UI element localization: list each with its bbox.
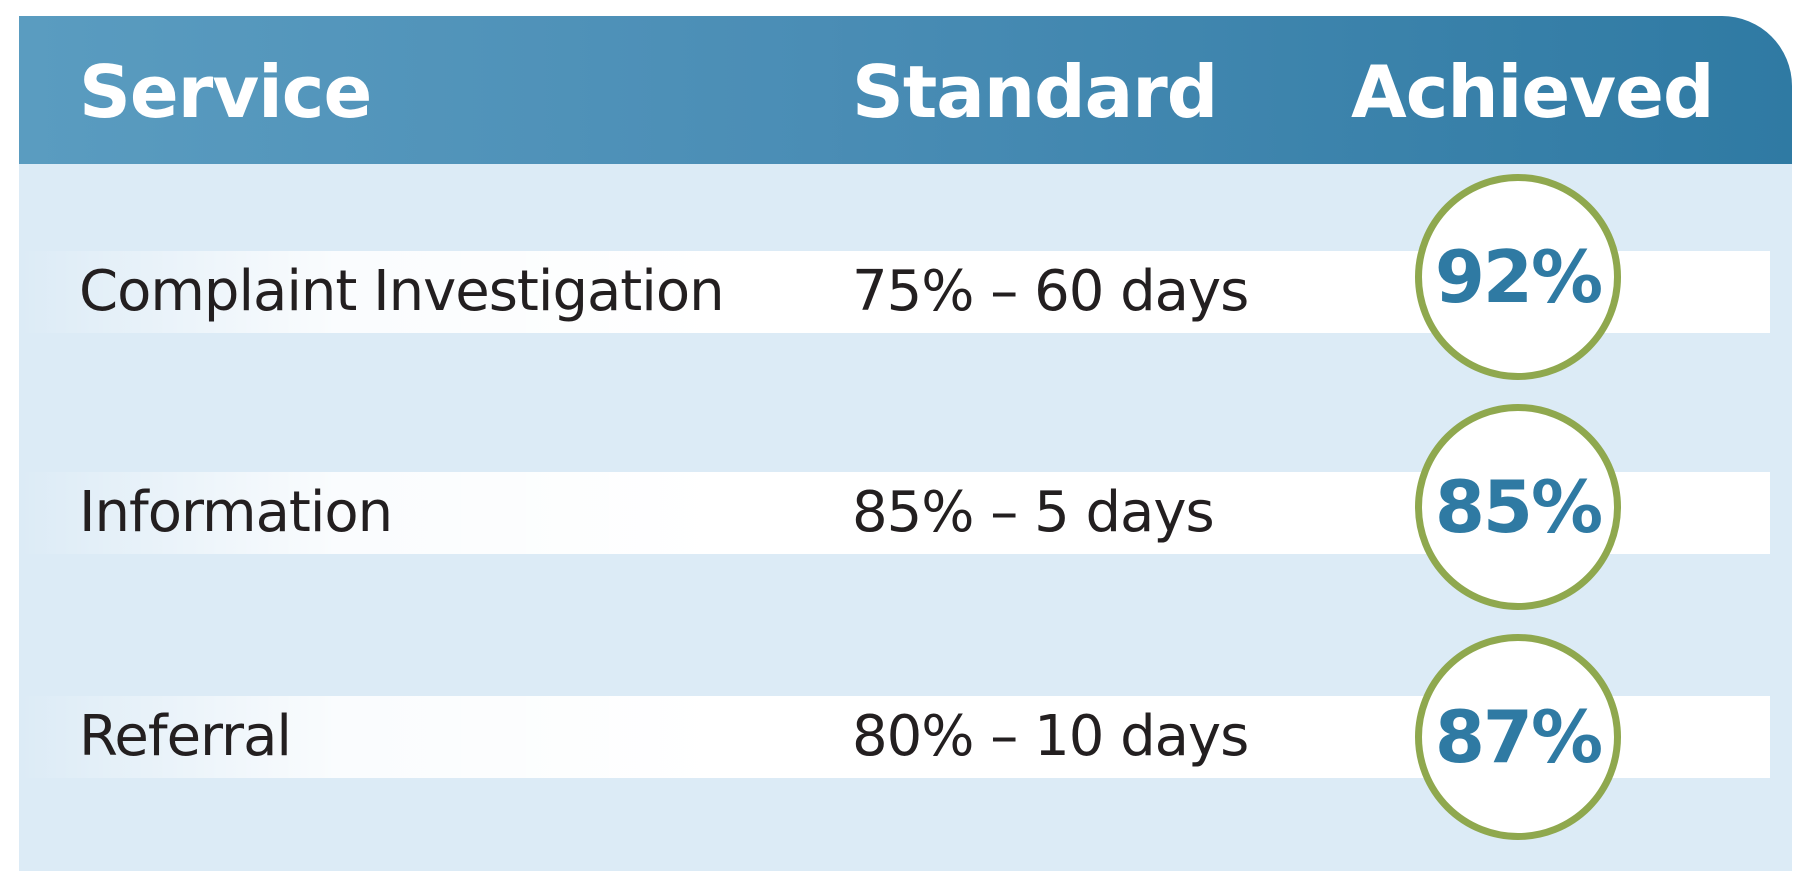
row-service-label: Complaint Investigation (79, 259, 725, 324)
achieved-value: 92% (1434, 235, 1603, 319)
row-standard-value: 85% – 5 days (852, 480, 1215, 545)
row-service-label: Referral (79, 704, 292, 769)
achieved-value: 85% (1434, 465, 1603, 549)
achieved-badge: 85% (1415, 404, 1621, 610)
achieved-value: 87% (1434, 695, 1603, 779)
row-service-label: Information (79, 480, 393, 545)
service-standards-table: Service Standard Achieved Complaint Inve… (19, 16, 1792, 871)
row-standard-value: 80% – 10 days (852, 704, 1249, 769)
row-standard-value: 75% – 60 days (852, 259, 1249, 324)
column-header-achieved: Achieved (1351, 50, 1714, 134)
column-header-standard: Standard (852, 50, 1218, 134)
achieved-badge: 87% (1415, 634, 1621, 840)
table-header: Service Standard Achieved (19, 16, 1792, 164)
achieved-badge: 92% (1415, 174, 1621, 380)
column-header-service: Service (79, 50, 372, 134)
